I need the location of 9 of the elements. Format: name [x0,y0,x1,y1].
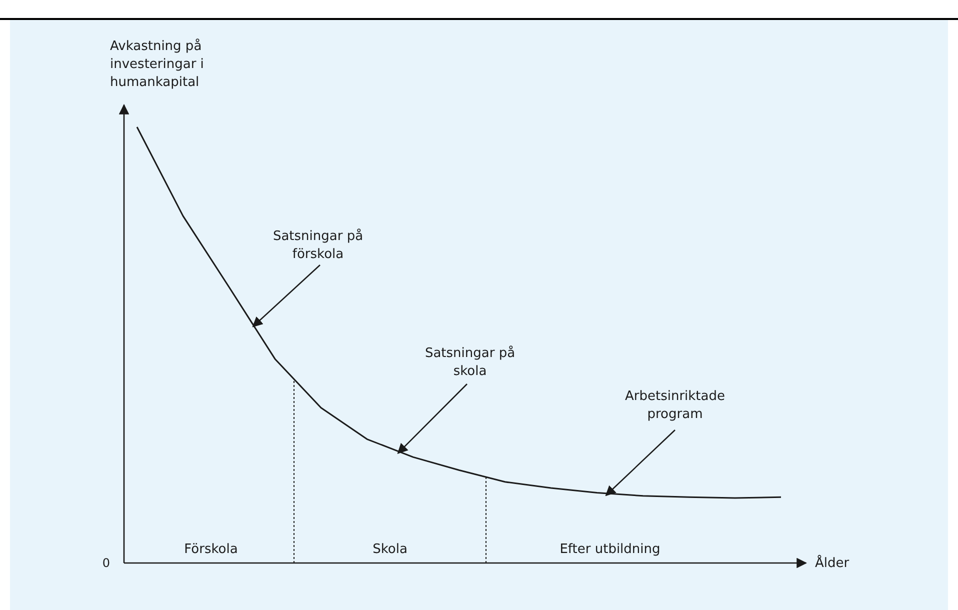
annotation: Efter utbildning [560,542,660,557]
annotation: Arbetsinriktade program [624,389,726,422]
text: 0 [102,556,110,570]
y-axis-title: Avkastning på investeringar i humankapital [110,38,204,90]
annotation: Satsningar på förskola [272,228,364,262]
annotation: Förskola [184,542,238,557]
x-axis-title: Ålder [815,554,850,571]
annotation: Skola [372,542,408,557]
annotation: Satsningar på skola [424,345,516,379]
